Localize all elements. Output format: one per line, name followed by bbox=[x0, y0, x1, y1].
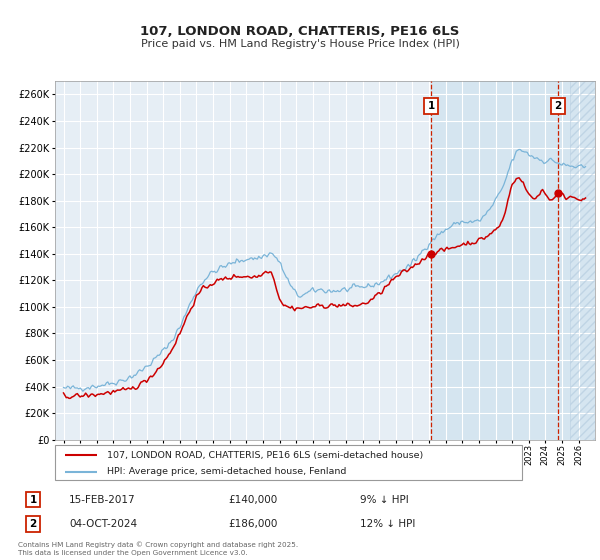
Text: 15-FEB-2017: 15-FEB-2017 bbox=[69, 494, 136, 505]
Text: £140,000: £140,000 bbox=[228, 494, 277, 505]
Text: £186,000: £186,000 bbox=[228, 519, 277, 529]
Text: HPI: Average price, semi-detached house, Fenland: HPI: Average price, semi-detached house,… bbox=[107, 467, 346, 476]
Text: 1: 1 bbox=[29, 494, 37, 505]
Text: 9% ↓ HPI: 9% ↓ HPI bbox=[360, 494, 409, 505]
Bar bbox=[570, 81, 595, 440]
Text: Price paid vs. HM Land Registry's House Price Index (HPI): Price paid vs. HM Land Registry's House … bbox=[140, 39, 460, 49]
Bar bbox=[431, 81, 595, 440]
Text: 2: 2 bbox=[29, 519, 37, 529]
Text: 2: 2 bbox=[554, 101, 562, 111]
Bar bbox=[570, 81, 595, 440]
Text: Contains HM Land Registry data © Crown copyright and database right 2025.
This d: Contains HM Land Registry data © Crown c… bbox=[18, 541, 298, 556]
Text: 12% ↓ HPI: 12% ↓ HPI bbox=[360, 519, 415, 529]
Text: 107, LONDON ROAD, CHATTERIS, PE16 6LS (semi-detached house): 107, LONDON ROAD, CHATTERIS, PE16 6LS (s… bbox=[107, 451, 423, 460]
Text: 1: 1 bbox=[427, 101, 434, 111]
Text: 04-OCT-2024: 04-OCT-2024 bbox=[69, 519, 137, 529]
Text: 107, LONDON ROAD, CHATTERIS, PE16 6LS: 107, LONDON ROAD, CHATTERIS, PE16 6LS bbox=[140, 25, 460, 38]
